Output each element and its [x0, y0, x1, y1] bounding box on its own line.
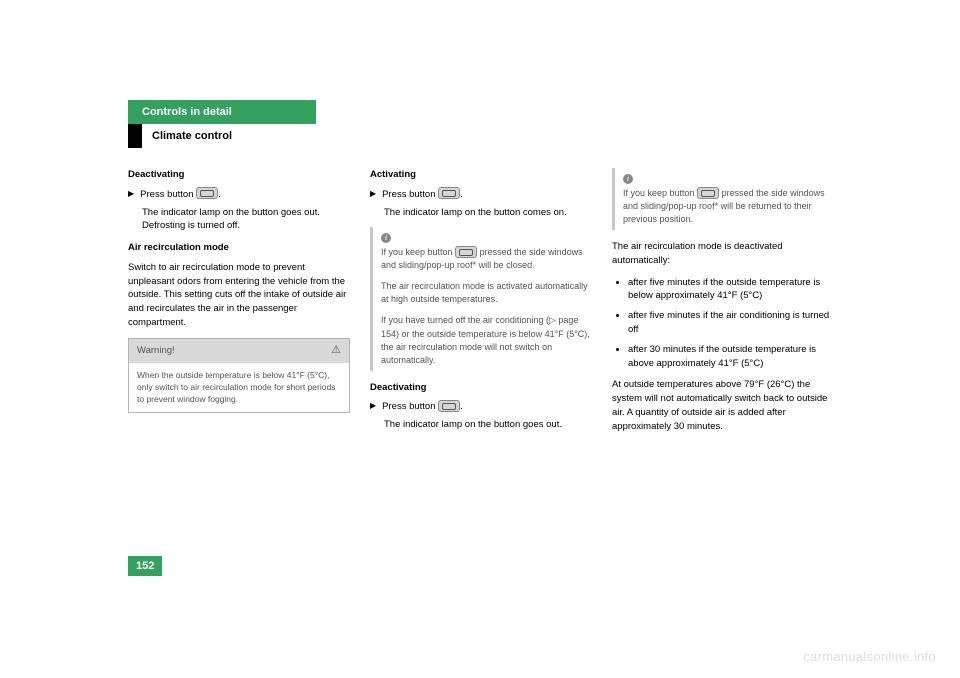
step-result: The indicator lamp on the button goes ou…: [142, 206, 350, 234]
page-header: Controls in detail Climate control: [128, 100, 848, 148]
step-arrow-icon: ▶: [370, 400, 376, 414]
step-arrow-icon: ▶: [128, 188, 134, 202]
warning-body: When the outside temperature is below 41…: [129, 363, 349, 412]
watermark: carmanualsonline.info: [803, 649, 936, 664]
list-item: after five minutes if the air conditioni…: [628, 309, 834, 337]
info-text-before: If you keep button: [623, 188, 697, 198]
side-block: [128, 124, 142, 148]
section-title: Climate control: [142, 124, 242, 148]
warning-title-row: Warning! ⚠: [129, 339, 349, 363]
section-bar: Climate control: [128, 124, 848, 148]
heading-deactivating: Deactivating: [128, 168, 350, 182]
column-3: i If you keep button pressed the side wi…: [612, 168, 834, 441]
step-row: ▶ Press button .: [370, 400, 592, 414]
para-recirc-desc: Switch to air recirculation mode to prev…: [128, 261, 350, 330]
step-result: The indicator lamp on the button goes ou…: [384, 418, 592, 432]
info-box: i If you keep button pressed the side wi…: [370, 227, 592, 370]
recirc-button-icon: [438, 187, 460, 199]
para-outside-temp: At outside temperatures above 79°F (26°C…: [612, 378, 834, 433]
step-text-before: Press button: [140, 189, 196, 200]
column-1: Deactivating ▶ Press button . The indica…: [128, 168, 350, 441]
heading-deactivating-2: Deactivating: [370, 381, 592, 395]
warning-triangle-icon: ⚠: [331, 343, 341, 359]
info-para: If you keep button pressed the side wind…: [381, 246, 592, 272]
info-text-before: If you keep button: [381, 247, 455, 257]
warning-label: Warning!: [137, 344, 175, 358]
recirc-button-icon: [438, 400, 460, 412]
info-box: i If you keep button pressed the side wi…: [612, 168, 834, 230]
heading-activating: Activating: [370, 168, 592, 182]
column-2: Activating ▶ Press button . The indicato…: [370, 168, 592, 441]
info-icon: i: [623, 174, 633, 184]
step-row: ▶ Press button .: [370, 188, 592, 202]
bullet-list: after five minutes if the outside temper…: [612, 276, 834, 371]
para-auto-deact: The air recirculation mode is deactivate…: [612, 240, 834, 268]
step-arrow-icon: ▶: [370, 188, 376, 202]
step-result: The indicator lamp on the button comes o…: [384, 206, 592, 220]
step-text: Press button .: [382, 188, 463, 202]
step-text-before: Press button: [382, 189, 438, 200]
step-text: Press button .: [382, 400, 463, 414]
step-row: ▶ Press button .: [128, 188, 350, 202]
step-text-after: .: [218, 189, 221, 200]
manual-page: Controls in detail Climate control Deact…: [128, 100, 848, 441]
chapter-title: Controls in detail: [128, 100, 316, 124]
step-text-after: .: [460, 189, 463, 200]
step-text: Press button .: [140, 188, 221, 202]
step-text-before: Press button: [382, 401, 438, 412]
list-item: after 30 minutes if the outside temper­a…: [628, 343, 834, 371]
recirc-button-icon: [455, 246, 477, 258]
info-para: The air recirculation mode is activated …: [381, 280, 592, 306]
info-para: If you keep button pressed the side wind…: [623, 187, 834, 226]
recirc-button-icon: [697, 187, 719, 199]
step-text-after: .: [460, 401, 463, 412]
warning-box: Warning! ⚠ When the outside temperature …: [128, 338, 350, 413]
info-para: If you have turned off the air condition…: [381, 314, 592, 366]
heading-air-recirc: Air recirculation mode: [128, 241, 350, 255]
defrost-button-icon: [196, 187, 218, 199]
list-item: after five minutes if the outside temper…: [628, 276, 834, 304]
content-columns: Deactivating ▶ Press button . The indica…: [128, 168, 848, 441]
page-number: 152: [128, 556, 162, 576]
info-icon: i: [381, 233, 391, 243]
